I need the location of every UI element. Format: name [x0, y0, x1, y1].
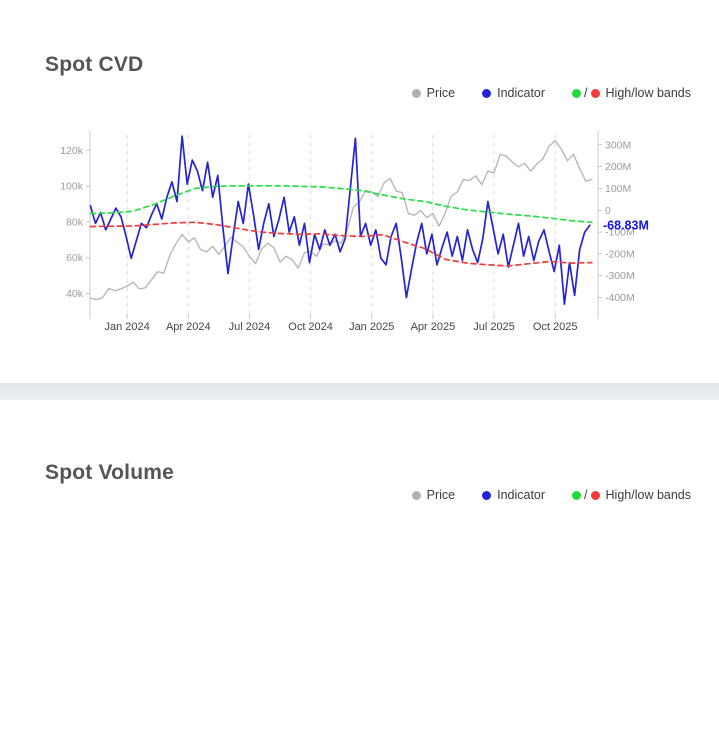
svg-text:-400M: -400M — [605, 292, 635, 304]
legend-item-high-low-bands[interactable]: / High/low bands — [572, 488, 691, 502]
svg-text:Apr 2024: Apr 2024 — [166, 321, 211, 333]
low-band-dot-icon — [590, 88, 600, 98]
svg-text:Oct 2025: Oct 2025 — [533, 321, 578, 333]
svg-text:-300M: -300M — [605, 270, 635, 282]
svg-text:Apr 2025: Apr 2025 — [411, 321, 456, 333]
high-band-dot-icon — [572, 88, 582, 98]
price-dot-icon — [411, 490, 421, 500]
card-divider — [0, 383, 719, 400]
spot-cvd-legend: Price Indicator / High/low bands — [411, 86, 691, 100]
price-dot-icon — [411, 88, 421, 98]
legend-item-high-low-bands[interactable]: / High/low bands — [572, 86, 691, 100]
svg-text:-100M: -100M — [605, 227, 635, 239]
svg-text:Jan 2024: Jan 2024 — [104, 321, 149, 333]
svg-text:100k: 100k — [60, 181, 84, 193]
svg-text:-200M: -200M — [605, 248, 635, 260]
svg-text:300M: 300M — [605, 139, 631, 151]
high-band-dot-icon — [572, 490, 582, 500]
svg-text:Oct 2024: Oct 2024 — [288, 321, 333, 333]
svg-text:100M: 100M — [605, 183, 631, 195]
svg-text:Jul 2024: Jul 2024 — [229, 321, 271, 333]
legend-item-price[interactable]: Price — [411, 86, 455, 100]
svg-text:40k: 40k — [66, 288, 84, 300]
svg-text:80k: 80k — [66, 217, 84, 229]
indicator-dot-icon — [482, 88, 492, 98]
svg-text:Jul 2025: Jul 2025 — [473, 321, 515, 333]
svg-text:120k: 120k — [60, 145, 84, 157]
indicator-dot-icon — [482, 490, 492, 500]
svg-text:0: 0 — [605, 205, 611, 217]
spot-volume-title: Spot Volume — [45, 461, 174, 485]
spot-cvd-chart[interactable]: Jan 2024 Apr 2024 Jul 2024 Oct 2024 Jan 2025… — [58, 128, 719, 335]
spot-volume-legend: Price Indicator / High/low bands — [411, 488, 691, 502]
svg-text:60k: 60k — [66, 252, 84, 264]
spot-volume-card: Spot Volume Price Indicator / High/low b… — [0, 400, 719, 738]
legend-item-indicator[interactable]: Indicator — [482, 488, 545, 502]
legend-item-price[interactable]: Price — [411, 488, 455, 502]
spot-cvd-card: Spot CVD Price Indicator / High/low band… — [45, 53, 719, 335]
low-band-dot-icon — [590, 490, 600, 500]
svg-text:200M: 200M — [605, 161, 631, 173]
svg-text:Jan 2025: Jan 2025 — [349, 321, 394, 333]
spot-cvd-title: Spot CVD — [45, 53, 144, 77]
legend-item-indicator[interactable]: Indicator — [482, 86, 545, 100]
svg-text:-68.83M: -68.83M — [603, 218, 649, 232]
